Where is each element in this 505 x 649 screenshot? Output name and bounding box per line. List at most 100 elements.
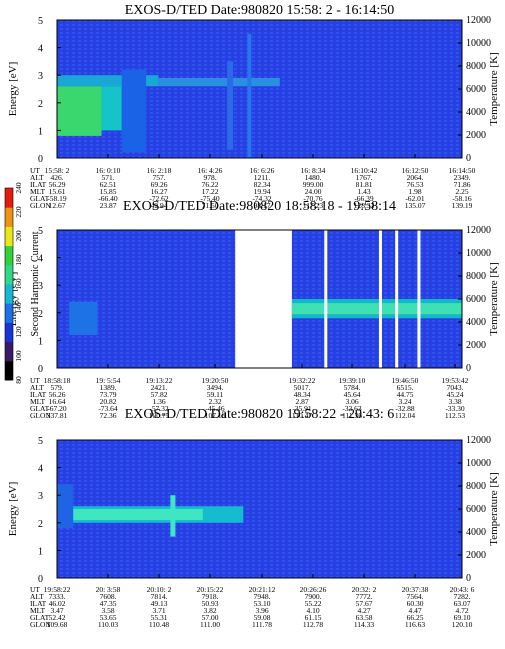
colorbar-segment xyxy=(5,360,13,381)
gap-stripe xyxy=(395,230,399,368)
table-cell: -66.39 xyxy=(354,194,374,203)
y2-tick-label: 10000 xyxy=(466,248,491,259)
y2-axis-label: Temperature [K] xyxy=(488,52,500,125)
colorbar-tick-label: 240 xyxy=(14,182,23,194)
table-cell: 4.47 xyxy=(408,606,421,615)
table-cell: 2421. xyxy=(151,383,168,392)
y-tick-label: 5 xyxy=(38,436,43,447)
table-cell: -73.64 xyxy=(98,404,118,413)
table-cell: 16: 4:26 xyxy=(198,166,223,175)
table-cell: -75.40 xyxy=(200,194,220,203)
table-cell: 17.22 xyxy=(202,187,219,196)
table-row-label-glon: GLON xyxy=(30,620,51,629)
colorbar-segment xyxy=(5,226,13,247)
table-cell: 6515. xyxy=(397,383,414,392)
table-cell: 3.82 xyxy=(203,606,216,615)
y-tick-label: 2 xyxy=(38,519,43,530)
table-cell: 59.11 xyxy=(207,390,224,399)
table-cell: 18:58:18 xyxy=(44,376,71,385)
table-cell: 112.78 xyxy=(303,620,324,629)
table-cell: 3494. xyxy=(207,383,224,392)
y2-tick-label: 4000 xyxy=(466,107,486,118)
y2-tick-label: 10000 xyxy=(466,458,491,469)
table-cell: 3.38 xyxy=(448,397,461,406)
table-cell: 2.32 xyxy=(208,397,221,406)
colorbar-tick-label: 200 xyxy=(14,230,23,242)
y2-tick-label: 10000 xyxy=(466,38,491,49)
table-cell: -33.30 xyxy=(445,404,465,413)
band-upper xyxy=(57,75,159,87)
table-cell: 2349. xyxy=(454,173,471,182)
colorbar-tick-label: 80 xyxy=(14,376,23,384)
table-cell: 16.27 xyxy=(151,187,168,196)
table-row-label-glat: GLAT xyxy=(30,194,50,203)
table-cell: 76.22 xyxy=(202,180,219,189)
table-cell: 110.48 xyxy=(149,620,170,629)
table-cell: 69.10 xyxy=(454,613,471,622)
table-row-label-alt: ALT xyxy=(30,592,44,601)
table-cell: 19:13:22 xyxy=(146,376,173,385)
table-cell: 81.81 xyxy=(356,180,373,189)
table-row-label-glon: GLON xyxy=(30,201,51,210)
panel-title: EXOS-D/TED Date:980820 19:58:22 - 20:43:… xyxy=(125,407,394,422)
y2-tick-label: 8000 xyxy=(466,61,486,72)
table-cell: 2.25 xyxy=(455,187,468,196)
band-upper-tail xyxy=(158,77,280,87)
table-cell: 20:32: 2 xyxy=(352,585,377,594)
y2-tick-label: 2000 xyxy=(466,130,486,141)
y-axis-label: Energy [eV] xyxy=(7,482,19,536)
table-cell: 1.36 xyxy=(152,397,165,406)
table-cell: 426. xyxy=(50,173,63,182)
data-gap xyxy=(235,230,292,368)
y2-tick-label: 6000 xyxy=(466,294,486,305)
table-cell: 19: 5:54 xyxy=(96,376,121,385)
y2-tick-label: 6000 xyxy=(466,84,486,95)
table-cell: 57.82 xyxy=(151,390,168,399)
table-cell: 110.47 xyxy=(292,411,313,420)
table-cell: 56.26 xyxy=(49,390,66,399)
table-cell: 45.24 xyxy=(447,390,464,399)
table-cell: 1389. xyxy=(100,383,117,392)
y-tick-label: 4 xyxy=(38,464,43,475)
table-cell: 62.51 xyxy=(100,180,117,189)
table-cell: 63.58 xyxy=(356,613,373,622)
band-ion-core xyxy=(291,303,462,315)
table-cell: 16: 0:10 xyxy=(96,166,121,175)
table-cell: 111.00 xyxy=(200,620,220,629)
table-cell: 50.93 xyxy=(202,599,219,608)
table-cell: 3.06 xyxy=(345,397,358,406)
table-cell: 120.10 xyxy=(452,620,473,629)
table-cell: 20:43: 6 xyxy=(450,585,475,594)
patch-left xyxy=(57,484,74,529)
table-cell: -45.46 xyxy=(205,404,225,413)
table-row-label-glon: GLON xyxy=(30,411,51,420)
table-cell: 48.34 xyxy=(294,390,311,399)
table-cell: 76.53 xyxy=(407,180,424,189)
table-cell: -58.19 xyxy=(47,194,67,203)
table-cell: 20:26:26 xyxy=(300,585,327,594)
table-row-label-alt: ALT xyxy=(30,383,44,392)
column-3 xyxy=(247,33,252,158)
spectrogram-panel-3: EXOS-D/TED Date:980820 19:58:22 - 20:43:… xyxy=(7,407,500,629)
y-axis-label: Energy [eV] xyxy=(7,62,19,116)
table-cell: -66.40 xyxy=(98,194,118,203)
table-cell: 112.53 xyxy=(445,411,466,420)
y2-tick-label: 8000 xyxy=(466,481,486,492)
table-cell: 135.07 xyxy=(405,201,426,210)
table-cell: 978. xyxy=(203,173,216,182)
table-cell: 12.67 xyxy=(49,201,66,210)
table-cell: -72.62 xyxy=(149,194,169,203)
table-cell: 73.79 xyxy=(100,390,117,399)
y-tick-label: 2 xyxy=(38,99,43,110)
table-cell: -32.88 xyxy=(395,404,415,413)
table-cell: 60.30 xyxy=(407,599,424,608)
table-cell: 757. xyxy=(152,173,165,182)
table-cell: 7900. xyxy=(305,592,322,601)
y-tick-label: 0 xyxy=(38,154,43,165)
table-cell: 63.07 xyxy=(454,599,471,608)
table-cell: 20: 3:58 xyxy=(96,585,121,594)
column-2 xyxy=(227,61,234,150)
table-row-label-mlt: MLT xyxy=(30,397,46,406)
table-cell: 16:14:50 xyxy=(449,166,476,175)
table-cell: 7608. xyxy=(100,592,117,601)
